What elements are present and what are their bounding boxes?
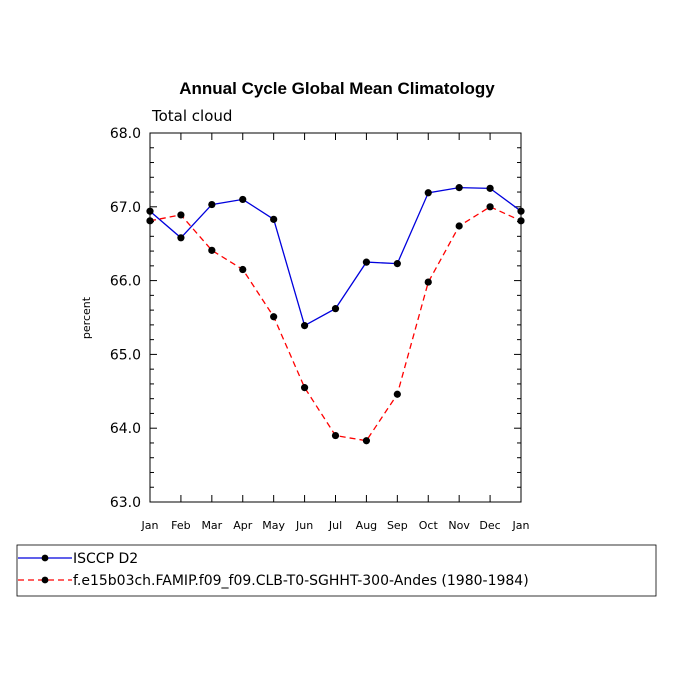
- legend-marker-1: [41, 554, 49, 562]
- legend-label-2: f.e15b03ch.FAMIP.f09_f09.CLB-T0-SGHHT-30…: [73, 573, 529, 589]
- data-point-series-1: [177, 234, 185, 242]
- y-tick-label: 68.0: [110, 126, 141, 142]
- legend-label-1: ISCCP D2: [73, 551, 138, 567]
- x-tick-label: Dec: [479, 519, 500, 532]
- data-point-series-2: [270, 313, 278, 321]
- data-point-series-2: [239, 265, 247, 274]
- data-point-series-1: [239, 195, 247, 204]
- data-point-series-2: [424, 278, 432, 286]
- data-point-series-1: [331, 305, 340, 313]
- data-point-series-1: [486, 184, 494, 192]
- data-point-series-1: [424, 189, 432, 197]
- y-tick-label: 65.0: [110, 347, 141, 363]
- data-point-series-2: [331, 431, 340, 440]
- data-point-series-2: [486, 203, 494, 211]
- y-axis-label: percent: [80, 296, 93, 339]
- x-tick-label: Oct: [419, 519, 439, 532]
- x-tick-label: Apr: [233, 519, 253, 532]
- data-point-series-1: [208, 200, 216, 209]
- data-point-series-2: [300, 384, 309, 392]
- data-point-series-2: [393, 390, 401, 398]
- legend-marker-2: [41, 576, 49, 584]
- x-tick-label: Jun: [295, 519, 313, 532]
- y-tick-label: 63.0: [110, 495, 141, 511]
- x-tick-label: Nov: [448, 519, 470, 532]
- x-tick-label: Sep: [387, 519, 408, 532]
- data-point-series-1: [300, 322, 309, 330]
- series-line-2: [149, 206, 522, 442]
- x-tick-label: Jan: [141, 519, 159, 532]
- series-line-1: [149, 186, 522, 327]
- data-point-series-2: [455, 222, 463, 230]
- data-point-series-1: [455, 184, 463, 192]
- legend-box: [16, 544, 657, 597]
- data-point-series-2: [517, 217, 525, 225]
- y-tick-label: 64.0: [110, 421, 141, 437]
- y-tick-label: 67.0: [110, 200, 141, 216]
- chart-title: Annual Cycle Global Mean Climatology: [179, 79, 495, 98]
- data-point-series-1: [362, 258, 371, 266]
- data-point-series-2: [146, 217, 154, 225]
- chart-subtitle: Total cloud: [151, 107, 232, 125]
- x-tick-label: Aug: [356, 519, 377, 532]
- x-tick-label: Jul: [328, 519, 342, 532]
- data-point-series-2: [177, 211, 185, 219]
- data-point-series-1: [146, 207, 154, 215]
- data-point-series-1: [270, 215, 278, 223]
- data-point-series-2: [208, 246, 216, 254]
- x-tick-label: Mar: [201, 519, 222, 532]
- data-point-series-2: [362, 437, 371, 445]
- x-tick-label: Jan: [512, 519, 530, 532]
- y-tick-label: 66.0: [110, 274, 141, 290]
- data-point-series-1: [393, 260, 401, 268]
- x-tick-label: May: [262, 519, 285, 532]
- x-tick-label: Feb: [171, 519, 190, 532]
- data-point-series-1: [517, 207, 525, 215]
